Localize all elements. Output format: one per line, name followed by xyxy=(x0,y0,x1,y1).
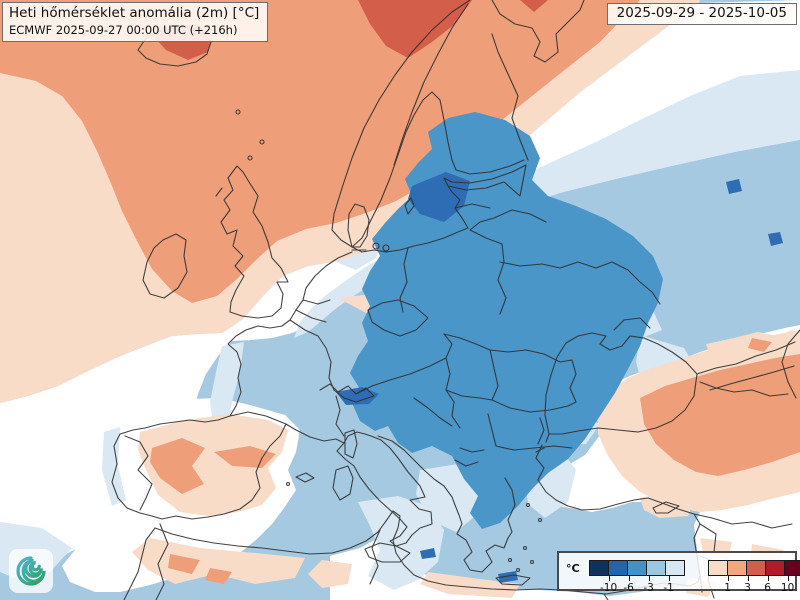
legend-cold-bar: -10 -6 -3 -1 xyxy=(588,560,685,594)
legend-swatch-warm xyxy=(745,560,766,576)
legend-tick xyxy=(628,575,630,581)
legend-swatch-cold xyxy=(645,560,666,576)
legend-tick xyxy=(648,575,650,581)
country-borders xyxy=(111,0,800,600)
legend-swatch-cold xyxy=(588,560,609,576)
legend-unit-label: °C xyxy=(566,562,580,575)
legend-swatch-warm xyxy=(783,560,800,576)
legend-tick xyxy=(787,575,789,581)
legend-tick xyxy=(608,575,610,581)
legend-tick xyxy=(767,575,769,581)
met-logo xyxy=(9,549,53,593)
legend-swatch-cold xyxy=(626,560,647,576)
legend-tick xyxy=(668,575,670,581)
legend-tick-label: -1 xyxy=(663,582,674,594)
legend-tick-label: 6 xyxy=(764,582,771,594)
legend-tick-label: -10 xyxy=(600,582,618,594)
legend-swatch-cold xyxy=(664,560,685,576)
valid-date-range: 2025-09-29 - 2025-10-05 xyxy=(616,5,787,21)
legend-tick-label: 1 xyxy=(724,582,731,594)
legend-tick-label: 3 xyxy=(744,582,751,594)
legend-swatch-cold xyxy=(607,560,628,576)
cyclone-spiral-icon xyxy=(16,556,46,586)
legend-swatch-warm xyxy=(707,560,728,576)
anomaly-warm-mid-zones xyxy=(0,0,800,584)
date-range-box: 2025-09-29 - 2025-10-05 xyxy=(606,3,797,25)
legend-tick xyxy=(727,575,729,581)
legend-tick-label: -6 xyxy=(623,582,634,594)
model-run-info: ECMWF 2025-09-27 00:00 UTC (+216h) xyxy=(9,22,238,37)
legend-tick-label: 10 xyxy=(780,582,795,594)
legend-tick-label: -3 xyxy=(643,582,654,594)
legend-tick xyxy=(747,575,749,581)
map-title: Heti hőmérséklet anomália (2m) [°C] xyxy=(9,5,260,21)
legend-swatch-warm xyxy=(726,560,747,576)
legend-warm-bar: 1 3 6 10 xyxy=(707,560,800,594)
color-legend: °C -10 -6 -3 -1 1 3 xyxy=(557,551,800,594)
legend-swatch-warm xyxy=(764,560,785,576)
title-box: Heti hőmérséklet anomália (2m) [°C] ECMW… xyxy=(2,2,269,42)
anomaly-cold-strong-zones xyxy=(336,172,783,583)
